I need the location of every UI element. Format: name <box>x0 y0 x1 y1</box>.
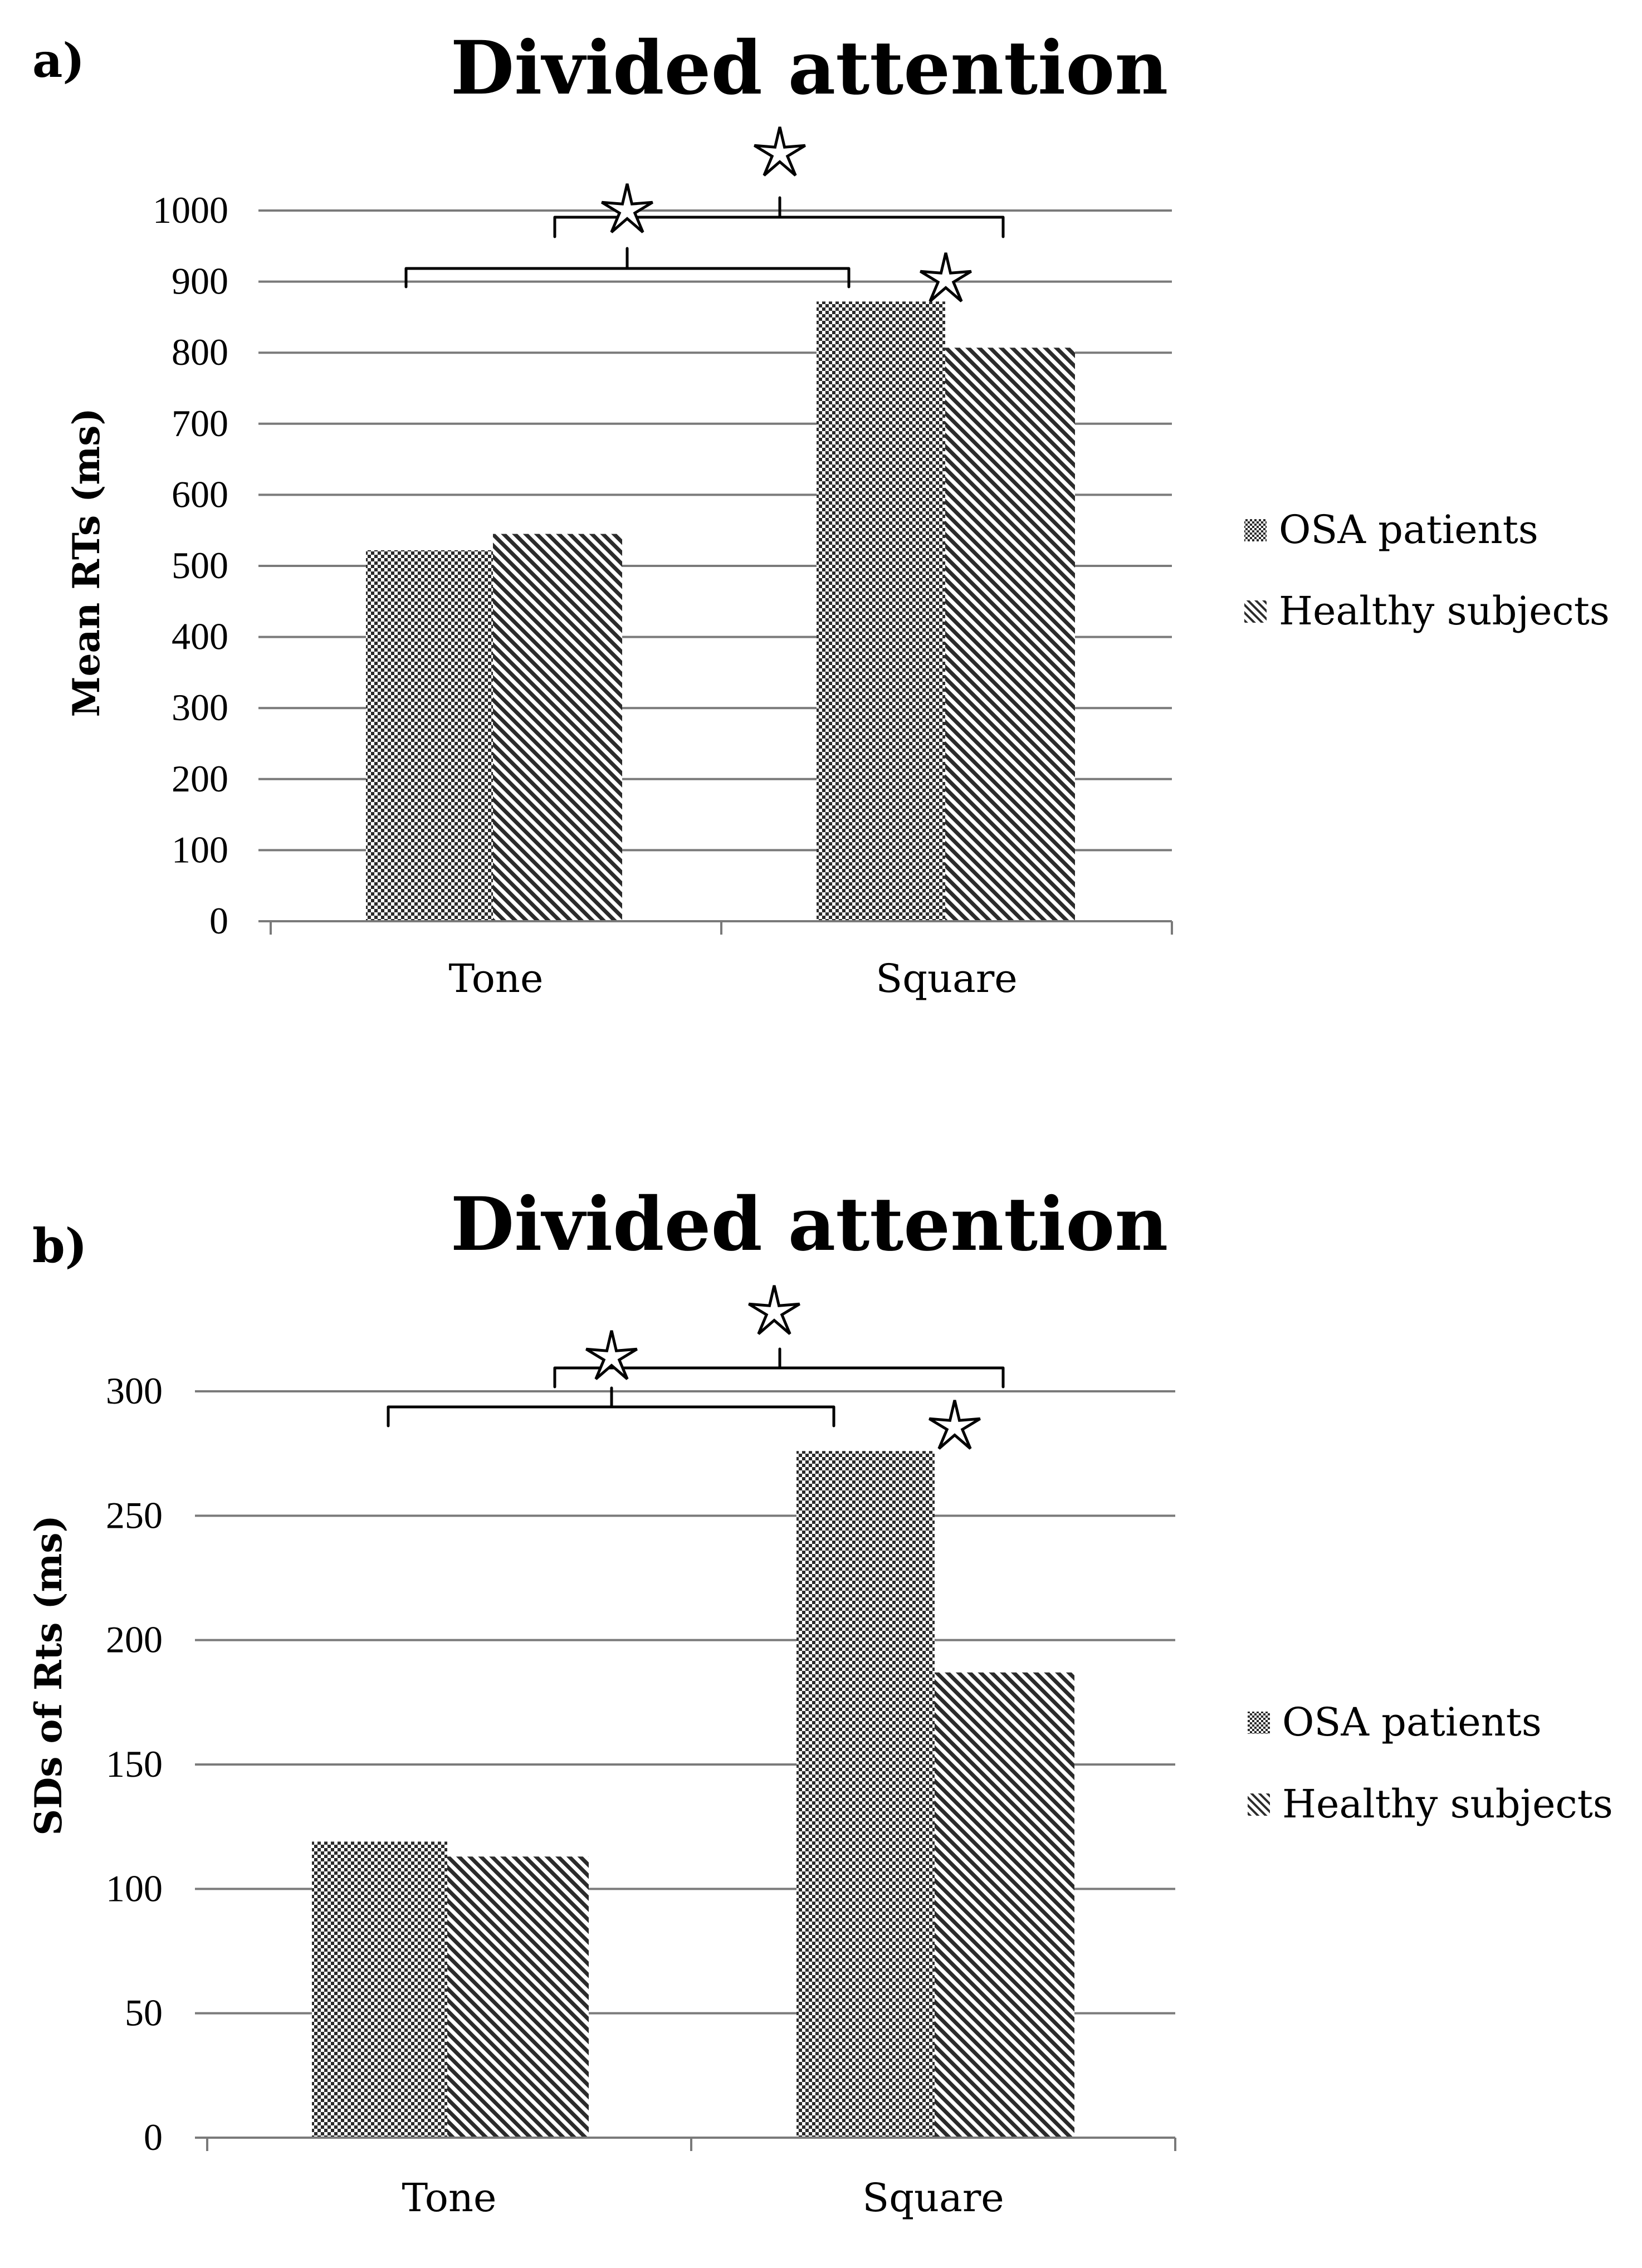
y-tick-label: 1000 <box>153 189 228 231</box>
star-icon <box>928 1400 981 1450</box>
panel-b: b) Divided attention 050100150200250300 … <box>27 1181 1613 2221</box>
panel-a-category-labels: Tone Square <box>449 956 1018 1001</box>
y-tick-label: 150 <box>106 1743 163 1785</box>
category-label-square: Square <box>862 2175 1004 2221</box>
y-tick-label: 100 <box>106 1867 163 1909</box>
panel-a-significance-stars <box>601 126 972 302</box>
star-icon <box>601 183 653 233</box>
category-label-square: Square <box>876 956 1017 1001</box>
bar-healthy-square <box>945 348 1075 921</box>
panel-a-y-axis-label: Mean RTs (ms) <box>65 408 108 717</box>
legend-label-healthy: Healthy subjects <box>1282 1781 1613 1827</box>
y-tick-label: 250 <box>106 1494 163 1536</box>
brace-a-osa-tone-vs-square <box>404 247 851 289</box>
panel-b-category-labels: Tone Square <box>402 2175 1004 2221</box>
panel-a-bars <box>366 301 1075 921</box>
y-tick-label: 900 <box>172 260 228 302</box>
y-tick-label: 800 <box>172 331 228 373</box>
brace-a-healthy-tone-vs-square <box>553 196 1005 238</box>
y-tick-label: 400 <box>172 615 228 658</box>
y-tick-label: 500 <box>172 544 228 586</box>
category-label-tone: Tone <box>449 956 544 1001</box>
legend-swatch-osa <box>1244 519 1267 541</box>
panel-a-x-axis <box>258 920 1173 935</box>
panel-b-significance-stars <box>585 1285 981 1450</box>
legend-swatch-healthy <box>1244 600 1267 623</box>
brace-b-osa-tone-vs-square <box>387 1386 835 1428</box>
legend-label-osa: OSA patients <box>1279 507 1538 553</box>
y-tick-label: 200 <box>106 1619 163 1661</box>
y-tick-label: 600 <box>172 473 228 515</box>
panel-a-title: Divided attention <box>451 25 1169 111</box>
panel-b-y-tick-labels: 0 50 100 150 200 250 300 <box>106 1370 163 2158</box>
bar-osa-square <box>796 1451 935 2138</box>
category-label-tone: Tone <box>402 2175 497 2221</box>
panel-b-x-axis <box>195 2137 1176 2151</box>
legend-label-osa: OSA patients <box>1282 1699 1542 1745</box>
panel-b-title: Divided attention <box>451 1181 1169 1268</box>
bar-osa-tone <box>366 550 493 921</box>
panel-b-label: b) <box>32 1218 87 1273</box>
panel-b-bars <box>312 1451 1074 2138</box>
panel-a: a) Divided attention 0 100 200 300 400 500 600… <box>32 25 1610 1001</box>
bar-osa-square <box>817 301 945 921</box>
panel-a-y-tick-labels: 0 100 200 300 400 500 600 700 800 900 1000 <box>153 189 228 942</box>
y-tick-label: 0 <box>144 2116 163 2158</box>
y-tick-label: 50 <box>125 1992 163 2034</box>
panel-b-significance-brackets <box>387 1347 1005 1428</box>
y-tick-label: 700 <box>172 402 228 444</box>
y-tick-label: 0 <box>209 900 228 942</box>
y-tick-label: 300 <box>106 1370 163 1412</box>
star-icon <box>754 126 806 177</box>
bar-healthy-tone <box>493 534 622 921</box>
star-icon <box>920 252 972 302</box>
legend-label-healthy: Healthy subjects <box>1279 588 1610 634</box>
y-tick-label: 300 <box>172 686 228 729</box>
panel-b-y-axis-label: SDs of Rts (ms) <box>27 1515 70 1835</box>
bar-osa-tone <box>312 1841 447 2138</box>
bar-healthy-square <box>935 1672 1074 2138</box>
brace-b-healthy-tone-vs-square <box>553 1347 1005 1389</box>
y-tick-label: 200 <box>172 757 228 800</box>
panel-b-legend: OSA patients Healthy subjects <box>1248 1699 1613 1827</box>
panel-a-significance-brackets <box>404 196 1005 289</box>
bar-healthy-tone <box>447 1856 589 2138</box>
y-tick-label: 100 <box>172 828 228 871</box>
legend-swatch-healthy <box>1248 1793 1270 1816</box>
panel-a-label: a) <box>32 33 85 88</box>
panel-a-legend: OSA patients Healthy subjects <box>1244 507 1610 634</box>
legend-swatch-osa <box>1248 1712 1270 1734</box>
star-icon <box>585 1330 638 1380</box>
star-icon <box>748 1285 800 1335</box>
